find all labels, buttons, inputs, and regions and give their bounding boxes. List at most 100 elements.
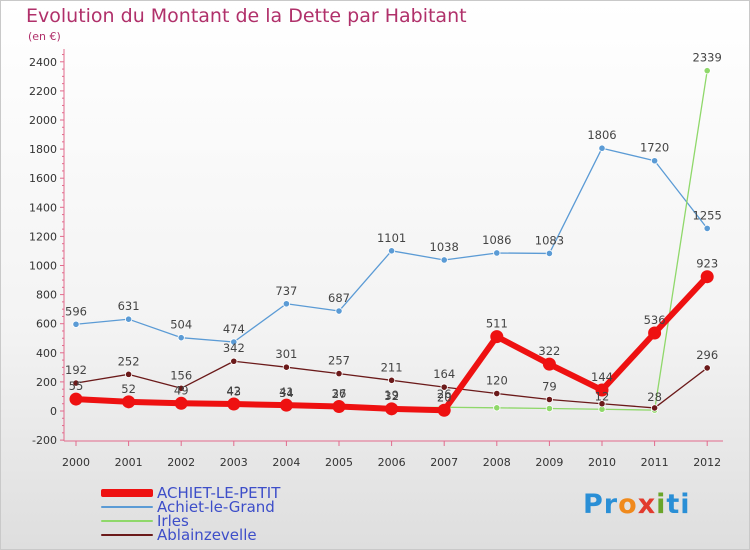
- data-label-ablainzevelle: 301: [275, 347, 297, 361]
- data-point-achiet-le-grand: [387, 247, 396, 255]
- data-point-irles: [545, 404, 554, 413]
- data-label-achiet-le-grand: 1720: [640, 141, 669, 155]
- x-tick-label: 2010: [588, 456, 616, 469]
- data-point-achiet-le-grand: [598, 144, 606, 152]
- data-point-ablainzevelle: [703, 364, 711, 372]
- data-point-ablainzevelle: [440, 383, 448, 391]
- data-point-achiet-le-petit: [174, 396, 188, 410]
- y-tick-label: 2000: [29, 114, 57, 127]
- data-point-achiet-le-petit: [332, 399, 346, 413]
- data-point-achiet-le-grand: [72, 320, 80, 328]
- data-label-achiet-le-grand: 687: [328, 291, 350, 305]
- data-point-ablainzevelle: [598, 400, 606, 408]
- data-point-achiet-le-grand: [650, 157, 659, 165]
- data-label-achiet-le-grand: 504: [170, 318, 192, 332]
- data-label-ablainzevelle: 342: [223, 341, 245, 355]
- legend-item: Ablainzevelle: [101, 526, 257, 544]
- legend-item: Achiet-le-Grand: [101, 498, 275, 516]
- data-label-achiet-le-petit: 32: [384, 389, 399, 403]
- x-tick-label: 2005: [325, 456, 353, 469]
- data-point-ablainzevelle: [545, 395, 554, 404]
- data-label-achiet-le-petit: 511: [486, 317, 508, 331]
- data-point-achiet-le-grand: [125, 315, 133, 323]
- data-point-achiet-le-petit: [385, 402, 399, 416]
- data-point-achiet-le-petit: [700, 270, 714, 284]
- y-tick-label: -200: [32, 434, 57, 447]
- data-point-achiet-le-grand: [493, 249, 501, 257]
- data-label-irles: 34: [279, 386, 294, 400]
- x-tick-label: 2001: [115, 456, 143, 469]
- data-point-ablainzevelle: [282, 363, 290, 371]
- y-tick-label: 600: [36, 318, 57, 331]
- y-tick-label: 1000: [29, 260, 57, 273]
- legend-item: Irles: [101, 512, 189, 530]
- brand-letter: r: [603, 489, 619, 520]
- data-point-achiet-le-petit: [227, 397, 241, 411]
- y-tick-label: 2400: [29, 56, 57, 69]
- data-point-ablainzevelle: [493, 389, 501, 398]
- brand-letter: i: [680, 489, 691, 520]
- data-label-ablainzevelle: 192: [65, 363, 87, 377]
- data-label-achiet-le-petit: 41: [279, 385, 294, 399]
- x-tick-label: 2011: [641, 456, 669, 469]
- brand-letter: o: [618, 489, 638, 520]
- x-tick-label: 2002: [167, 456, 195, 469]
- data-point-ablainzevelle: [177, 384, 185, 392]
- x-tick-label: 2007: [430, 456, 458, 469]
- legend-swatch: [101, 489, 153, 497]
- legend-swatch: [101, 520, 153, 522]
- brand-letter: i: [656, 489, 667, 520]
- brand-letter: t: [666, 489, 681, 520]
- data-point-achiet-le-petit: [279, 398, 293, 412]
- legend-swatch: [101, 506, 153, 508]
- y-tick-label: 1200: [29, 230, 57, 243]
- data-label-achiet-le-petit: 42: [226, 384, 241, 398]
- data-label-achiet-le-petit: 144: [591, 370, 613, 384]
- data-label-ablainzevelle: 164: [433, 367, 455, 381]
- data-label-ablainzevelle: 211: [381, 360, 403, 374]
- x-tick-label: 2012: [693, 456, 721, 469]
- series-line-achiet-le-grand: [75, 147, 708, 343]
- data-point-achiet-le-grand: [177, 334, 185, 342]
- data-label-irles: 2339: [693, 51, 722, 65]
- data-label-ablainzevelle: 296: [696, 348, 718, 362]
- data-point-ablainzevelle: [72, 379, 80, 387]
- chart-subtitle: (en €): [28, 30, 61, 43]
- data-label-achiet-le-grand: 737: [275, 284, 297, 298]
- x-tick-label: 2003: [220, 456, 248, 469]
- legend-label: Irles: [157, 512, 189, 530]
- data-label-irles: 12: [595, 389, 610, 403]
- data-label-achiet-le-petit: 20: [437, 390, 452, 404]
- data-point-achiet-le-petit: [122, 395, 136, 409]
- data-label-achiet-le-grand: 1083: [535, 233, 564, 247]
- brand-logo: Proxiti: [583, 489, 691, 520]
- data-point-achiet-le-grand: [703, 224, 711, 232]
- data-label-ablainzevelle: 156: [170, 368, 192, 382]
- data-label-achiet-le-grand: 1038: [430, 240, 459, 254]
- data-point-achiet-le-petit: [490, 330, 504, 344]
- x-tick-label: 2006: [378, 456, 406, 469]
- data-point-achiet-le-petit: [437, 403, 451, 417]
- data-point-achiet-le-grand: [440, 256, 448, 264]
- legend-label: Achiet-le-Grand: [157, 498, 275, 516]
- data-point-ablainzevelle: [335, 370, 343, 378]
- data-point-ablainzevelle: [650, 404, 659, 412]
- data-label-irles: 19: [384, 388, 399, 402]
- data-label-ablainzevelle: 257: [328, 354, 350, 368]
- legend-label: Ablainzevelle: [157, 526, 257, 544]
- data-point-ablainzevelle: [125, 370, 133, 378]
- data-point-achiet-le-grand: [545, 249, 554, 258]
- data-label-achiet-le-petit: 55: [69, 379, 84, 393]
- data-label-achiet-le-petit: 49: [174, 383, 189, 397]
- x-tick-label: 2009: [535, 456, 563, 469]
- chart-title: Evolution du Montant de la Dette par Hab…: [26, 5, 467, 27]
- data-label-achiet-le-grand: 1806: [587, 128, 616, 142]
- y-tick-label: 1800: [29, 143, 57, 156]
- data-label-ablainzevelle: 252: [118, 354, 140, 368]
- brand-letter: x: [637, 489, 657, 520]
- x-tick-label: 2004: [272, 456, 300, 469]
- data-label-achiet-le-grand: 596: [65, 304, 87, 318]
- data-label-achiet-le-grand: 1101: [377, 231, 406, 245]
- data-point-achiet-le-grand: [335, 307, 343, 315]
